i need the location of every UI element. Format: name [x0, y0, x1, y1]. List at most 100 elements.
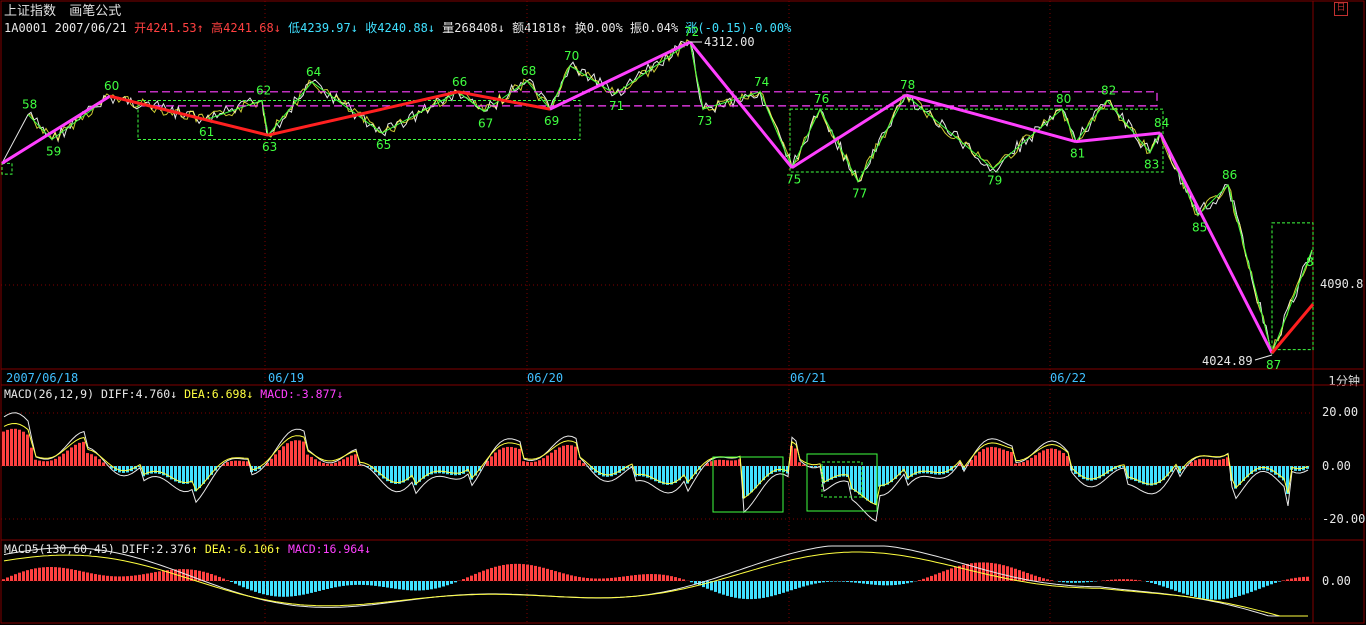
macd-legend-row: MACD(26,12,9) DIFF:4.760↓ DEA:6.698↓ MAC…	[4, 387, 344, 401]
turnover-value: 换0.00%	[574, 21, 623, 35]
macd5-bar	[262, 581, 265, 595]
macd-bar	[1238, 466, 1241, 485]
macd-bar	[622, 466, 625, 471]
date-tick-label: 06/21	[790, 371, 826, 385]
macd-bar	[1154, 466, 1157, 485]
macd5-bar	[758, 581, 761, 599]
macd-bar	[298, 440, 301, 466]
macd-bar	[126, 466, 129, 473]
macd-bar	[494, 452, 497, 466]
macd5-bar	[426, 581, 429, 590]
macd5-bar	[538, 566, 541, 581]
macd5-bar	[230, 581, 233, 582]
macd-bar	[666, 466, 669, 485]
macd-bar	[30, 447, 33, 466]
macd-bar	[946, 466, 949, 473]
macd-bar	[922, 466, 925, 474]
macd-bar	[902, 466, 905, 472]
macd5-bar	[1162, 581, 1165, 587]
stock-code: 1A0001	[4, 21, 48, 35]
macd-bar	[854, 466, 857, 492]
window-restore-icon[interactable]: 日	[1334, 2, 1348, 16]
macd-bar	[1182, 466, 1185, 469]
macd-bar	[778, 466, 781, 472]
bi-stroke-magenta	[1, 94, 111, 165]
macd-bar	[490, 456, 493, 466]
macd-bar	[1130, 466, 1133, 480]
macd-bar	[282, 446, 285, 466]
high-price-label: 4312.00	[704, 35, 755, 49]
macd5-bar	[1126, 579, 1129, 581]
low-price-tick	[1254, 354, 1273, 361]
macd-bar	[246, 461, 249, 466]
macd-bar	[770, 466, 773, 474]
macd5-bar	[954, 567, 957, 581]
macd-bar	[526, 461, 529, 466]
higher-pivot-box	[138, 91, 1158, 107]
macd-bar	[14, 428, 17, 466]
macd-bar	[774, 466, 777, 473]
macd5-bar	[866, 581, 869, 585]
macd5-bar	[486, 569, 489, 581]
macd-bar	[138, 466, 141, 468]
macd-bar	[66, 450, 69, 466]
macd5-bar	[1218, 581, 1221, 600]
macd-bar	[1022, 462, 1025, 466]
macd5-bar	[166, 570, 169, 581]
macd-bar	[1118, 466, 1121, 468]
macd5-bar	[346, 581, 349, 586]
index-name: 上证指数	[4, 4, 57, 19]
macd-bar	[78, 442, 81, 466]
macd5-bar	[982, 562, 985, 581]
macd5-bar	[302, 581, 305, 595]
macd-bar	[230, 461, 233, 466]
macd-bar	[178, 466, 181, 484]
macd5-bar	[1030, 574, 1033, 581]
bi-stroke-red	[457, 90, 551, 111]
macd5-bar	[650, 574, 653, 581]
macd5-bar	[946, 569, 949, 581]
macd5-bar	[462, 579, 465, 581]
macd-bar	[334, 462, 337, 466]
macd-bar	[1142, 466, 1145, 485]
macd5-bar	[1166, 581, 1169, 588]
macd-bar	[118, 466, 121, 473]
macd-bar	[94, 456, 97, 466]
macd-bar	[926, 466, 929, 474]
period-button[interactable]: 1分钟	[1328, 374, 1360, 388]
macd-bar	[314, 459, 317, 466]
macd-bar	[62, 453, 65, 466]
macd5-bar	[630, 575, 633, 581]
macd5-bar	[750, 581, 753, 600]
macd-bar	[678, 466, 681, 481]
macd-bar	[274, 454, 277, 466]
macd-bar	[1202, 458, 1205, 466]
macd5-bar	[394, 581, 397, 589]
macd5-bar	[314, 581, 317, 592]
macd-bar	[554, 449, 557, 466]
macd5-bar	[1210, 581, 1213, 600]
price-line	[1, 40, 1313, 355]
macd-bar	[374, 466, 377, 473]
macd-divergence-box	[712, 456, 784, 513]
macd-bar	[470, 466, 473, 480]
macd5-bar	[10, 575, 13, 581]
macd-axis-tick: 0.00	[1322, 459, 1351, 473]
macd5-bar	[482, 570, 485, 581]
macd-bar	[1054, 448, 1057, 466]
macd5-bar	[138, 574, 141, 581]
macd-bar	[414, 466, 417, 486]
macd5-bar	[1206, 581, 1209, 600]
macd5-bar	[94, 574, 97, 581]
macd5-bar	[766, 581, 769, 598]
macd-bar	[226, 462, 229, 466]
macd5-bar	[902, 581, 905, 585]
macd5-bar	[1010, 567, 1013, 581]
macd-diff-line	[3, 412, 1309, 522]
macd5-bar	[1082, 581, 1085, 583]
macd5-bar	[698, 581, 701, 586]
macd5-bar	[610, 577, 613, 581]
macd5-bar	[554, 571, 557, 581]
macd5-bar	[78, 570, 81, 581]
